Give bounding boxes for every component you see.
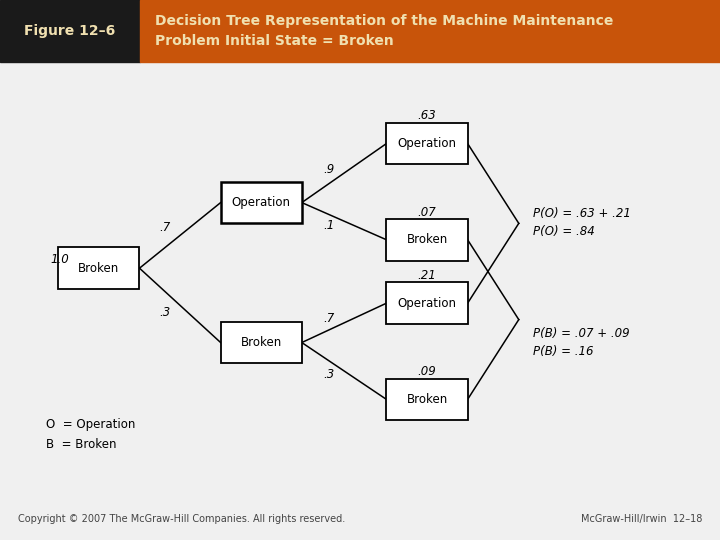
Text: .9: .9 bbox=[323, 163, 334, 176]
FancyBboxPatch shape bbox=[58, 247, 140, 289]
Text: Broken: Broken bbox=[406, 393, 448, 406]
Text: Operation: Operation bbox=[232, 196, 291, 209]
FancyBboxPatch shape bbox=[220, 322, 302, 363]
Text: Broken: Broken bbox=[240, 336, 282, 349]
Text: Copyright © 2007 The McGraw-Hill Companies. All rights reserved.: Copyright © 2007 The McGraw-Hill Compani… bbox=[18, 514, 346, 524]
Text: McGraw-Hill/Irwin  12–18: McGraw-Hill/Irwin 12–18 bbox=[580, 514, 702, 524]
Text: Broken: Broken bbox=[406, 233, 448, 246]
Text: 1.0: 1.0 bbox=[50, 253, 70, 266]
Text: Operation: Operation bbox=[397, 296, 456, 309]
FancyBboxPatch shape bbox=[220, 182, 302, 224]
Text: .1: .1 bbox=[323, 219, 334, 232]
Text: .63: .63 bbox=[418, 109, 436, 122]
Text: .7: .7 bbox=[160, 221, 171, 234]
Text: .21: .21 bbox=[418, 269, 436, 282]
Text: P(B) = .07 + .09
P(B) = .16: P(B) = .07 + .09 P(B) = .16 bbox=[533, 327, 629, 358]
Text: Broken: Broken bbox=[78, 262, 120, 275]
FancyBboxPatch shape bbox=[387, 282, 467, 324]
Text: .3: .3 bbox=[323, 368, 334, 381]
Text: Figure 12–6: Figure 12–6 bbox=[24, 24, 115, 38]
FancyBboxPatch shape bbox=[387, 219, 467, 260]
Bar bbox=[140, 0, 720, 62]
Text: .3: .3 bbox=[160, 306, 171, 319]
Text: Operation: Operation bbox=[397, 137, 456, 150]
FancyBboxPatch shape bbox=[387, 123, 467, 164]
Text: Decision Tree Representation of the Machine Maintenance
Problem Initial State = : Decision Tree Representation of the Mach… bbox=[155, 14, 613, 48]
Text: .7: .7 bbox=[323, 313, 334, 326]
Bar bbox=[0, 0, 140, 62]
Text: P(O) = .63 + .21
P(O) = .84: P(O) = .63 + .21 P(O) = .84 bbox=[533, 207, 631, 238]
Text: .09: .09 bbox=[418, 366, 436, 379]
FancyBboxPatch shape bbox=[387, 379, 467, 420]
Text: .07: .07 bbox=[418, 206, 436, 219]
Text: O  = Operation
B  = Broken: O = Operation B = Broken bbox=[46, 418, 135, 451]
